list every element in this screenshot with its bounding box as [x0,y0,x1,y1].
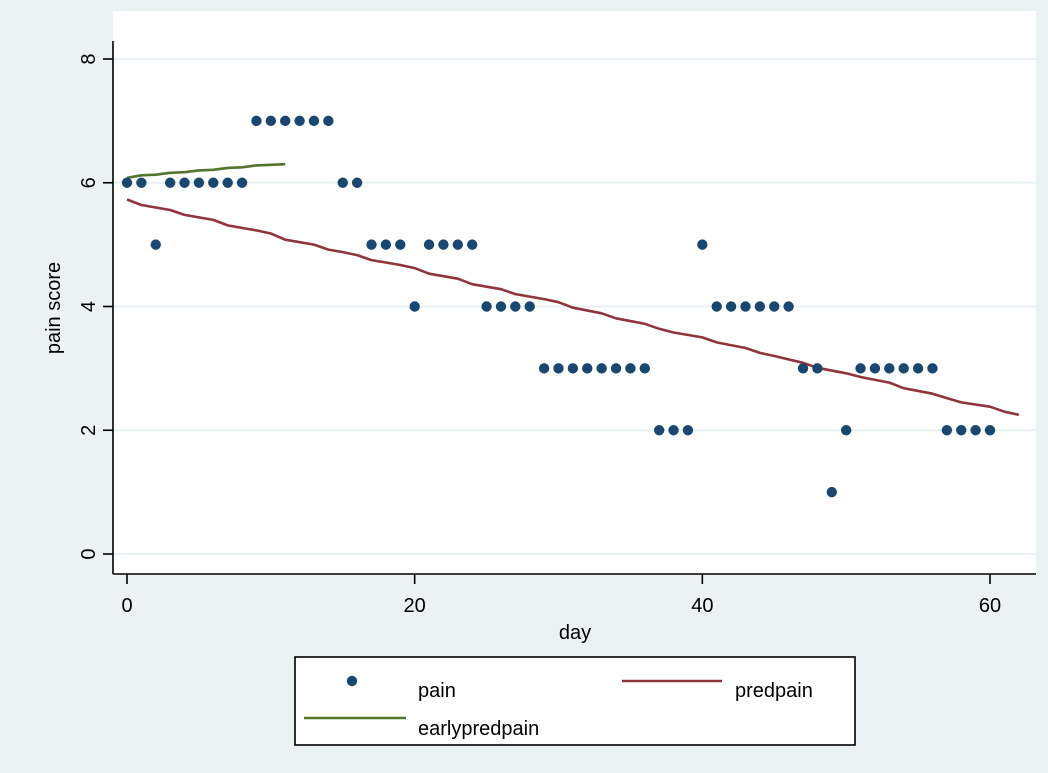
pain-point-9 [251,115,262,127]
earlypredpain-line [126,162,286,180]
pain-point-30 [553,363,564,374]
pain-point-15 [337,177,348,188]
data-series [121,115,1020,498]
pain-point-11 [280,115,291,127]
pain-point-0 [121,177,133,188]
pain-point-24 [467,239,478,250]
pain-point-40 [697,239,708,250]
pain-point-16 [351,177,363,188]
pain-point-3 [164,177,176,188]
pain-point-4 [179,177,190,188]
pain-point-56 [927,363,938,374]
pain-point-28 [524,301,535,312]
pain-point-31 [567,363,579,374]
pain-point-46 [783,301,794,312]
pain-point-51 [855,363,866,374]
pain-point-25 [481,301,492,312]
pain-point-47 [797,363,809,374]
pain-point-12 [294,115,305,127]
axes: 0 2 4 6 8 0 20 40 60 day pain score [43,41,1036,644]
grid-lines [113,58,1036,555]
pain-point-18 [380,239,392,250]
y-tick-label-6: 6 [78,177,100,188]
pain-point-20 [409,301,420,312]
pain-point-29 [538,363,550,374]
legend-label-predpain: predpain [735,680,813,702]
pain-point-55 [912,363,924,374]
pain-point-49 [826,486,837,498]
pain-point-17 [366,239,377,250]
pain-point-6 [208,177,219,188]
legend-label-pain: pain [418,680,456,702]
pain-point-37 [653,425,665,436]
series-pain-points [121,115,996,498]
pain-point-19 [395,239,406,250]
x-tick-label-60: 60 [979,595,1001,617]
legend-box [294,656,856,746]
pain-point-23 [452,239,464,250]
x-axis-title: day [559,622,591,644]
pain-point-7 [222,177,233,188]
pain-point-48 [812,363,823,374]
pain-point-1 [136,177,147,188]
series-predpain [126,198,1020,417]
y-tick-label-2: 2 [78,425,100,436]
series-earlypredpain [126,162,286,180]
pain-point-36 [639,363,650,374]
x-tick-label-20: 20 [404,595,426,617]
x-tick-label-40: 40 [691,595,713,617]
pain-point-54 [898,363,909,374]
pain-point-44 [754,301,766,312]
pain-point-14 [323,115,334,127]
pain-point-59 [970,425,981,436]
pain-point-42 [725,301,737,312]
pain-point-22 [438,239,449,250]
pain-point-34 [610,363,622,374]
y-tick-label-0: 0 [78,548,100,559]
pain-point-45 [769,301,780,312]
pain-point-13 [308,115,320,127]
pain-point-60 [984,425,996,436]
pain-point-5 [193,177,205,188]
pain-point-2 [150,239,161,250]
y-tick-label-4: 4 [78,301,100,312]
y-axis-title: pain score [43,262,65,354]
pain-point-57 [941,425,953,436]
pain-point-35 [625,363,636,374]
legend-key-pain [346,675,358,687]
pain-point-58 [956,425,967,436]
legend-label-earlypredpain: earlypredpain [418,718,539,740]
legend: pain predpain earlypredpain [294,656,856,746]
pain-point-33 [596,363,607,374]
pain-point-50 [840,425,852,436]
pain-point-32 [582,363,593,374]
pain-point-27 [510,301,521,312]
pain-point-10 [265,115,277,127]
pain-point-53 [884,363,895,374]
pain-point-52 [869,363,881,374]
pain-point-43 [740,301,751,312]
pain-point-21 [423,239,435,250]
predpain-line [126,198,1020,417]
pain-point-8 [236,177,248,188]
pain-point-41 [711,301,722,312]
pain-point-26 [495,301,507,312]
pain-point-38 [668,425,679,436]
pain-point-39 [682,425,694,436]
x-tick-label-0: 0 [121,595,132,617]
plot-area-background [113,11,1036,574]
y-tick-label-8: 8 [78,53,100,64]
